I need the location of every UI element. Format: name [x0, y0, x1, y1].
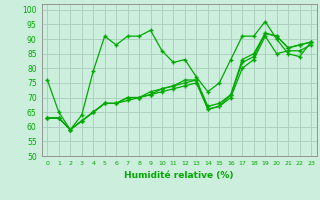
X-axis label: Humidité relative (%): Humidité relative (%) — [124, 171, 234, 180]
